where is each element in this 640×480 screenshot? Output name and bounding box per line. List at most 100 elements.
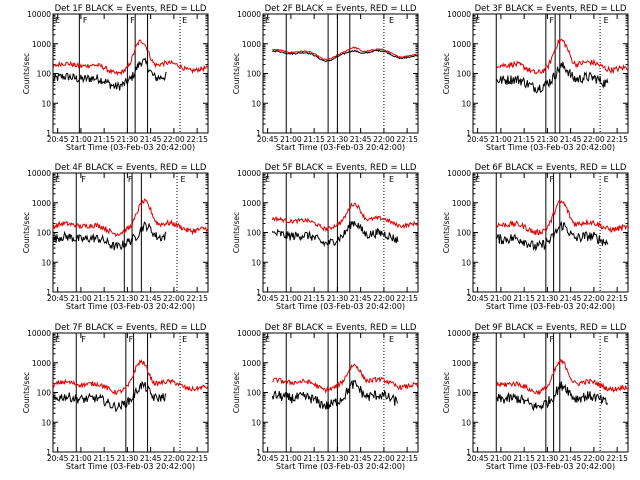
y-tick-label: 10 xyxy=(461,418,471,427)
panel-title: Det 5F BLACK = Events, RED = LLD xyxy=(265,163,417,173)
y-tick-label: 10 xyxy=(251,99,261,108)
x-tick-label: 21:45 xyxy=(350,454,372,463)
y-tick-label: 10000 xyxy=(27,169,51,178)
panel-title: Det 7F BLACK = Events, RED = LLD xyxy=(55,323,207,333)
x-tick-label: 21:00 xyxy=(70,294,92,303)
y-tick-label: 1000 xyxy=(452,40,471,49)
series-events-black xyxy=(271,379,399,410)
flag-F: F xyxy=(129,335,134,344)
y-axis-label: Counts/sec xyxy=(22,372,31,413)
flag-E: E xyxy=(181,175,186,184)
y-tick-label: 1 xyxy=(256,129,261,138)
y-axis-label: Counts/sec xyxy=(22,53,31,94)
y-tick-label: 10000 xyxy=(237,10,261,19)
y-tick-label: 10 xyxy=(41,99,51,108)
y-tick-label: 1 xyxy=(466,129,471,138)
panel-det-7: Det 7F BLACK = Events, RED = LLD 1 10 100 10… xyxy=(22,323,209,471)
x-tick-label: 21:00 xyxy=(490,135,512,144)
series-events-black xyxy=(496,220,609,252)
flag-E: E xyxy=(182,335,187,344)
y-tick-label: 100 xyxy=(457,70,472,79)
x-tick-label: 21:30 xyxy=(117,135,139,144)
x-tick-label: 21:15 xyxy=(513,454,535,463)
x-tick-label: 21:15 xyxy=(513,294,535,303)
flag-E: E xyxy=(265,335,270,344)
series-lld-red xyxy=(52,39,209,77)
series-events-black xyxy=(272,49,419,63)
y-axis-label: Counts/sec xyxy=(442,53,451,94)
flag-E: E xyxy=(604,16,609,25)
flag-E: E xyxy=(55,175,60,184)
x-tick-label: 21:00 xyxy=(70,135,92,144)
x-axis-label: Start Time (03-Feb-03 20:42:00) xyxy=(486,462,615,471)
panel-title: Det 6F BLACK = Events, RED = LLD xyxy=(475,163,627,173)
flag-E: E xyxy=(265,16,270,25)
y-tick-label: 10 xyxy=(461,258,471,267)
flag-E: E xyxy=(475,335,480,344)
y-tick-label: 100 xyxy=(247,70,262,79)
flag-E: E xyxy=(55,335,60,344)
flag-E: E xyxy=(182,16,187,25)
flag-F: F xyxy=(83,16,88,25)
x-axis-label: Start Time (03-Feb-03 20:42:00) xyxy=(486,302,615,311)
flag-E: E xyxy=(389,175,394,184)
y-tick-label: 1 xyxy=(256,288,261,297)
y-tick-label: 100 xyxy=(457,389,472,398)
y-tick-label: 1000 xyxy=(32,40,51,49)
panel-det-5: Det 5F BLACK = Events, RED = LLD 1 10 100 10… xyxy=(232,163,419,311)
plot-frame xyxy=(52,13,209,134)
series-lld-red xyxy=(271,46,419,61)
y-tick-label: 1000 xyxy=(32,199,51,208)
y-axis-label: Counts/sec xyxy=(232,212,241,253)
x-tick-label: 21:15 xyxy=(93,454,115,463)
y-tick-label: 1000 xyxy=(242,359,261,368)
panel-title: Det 3F BLACK = Events, RED = LLD xyxy=(475,4,627,14)
series-lld-red xyxy=(495,38,629,75)
x-tick-label: 21:00 xyxy=(70,454,92,463)
x-tick-label: 21:30 xyxy=(327,454,349,463)
x-tick-label: 22:15 xyxy=(606,135,628,144)
y-tick-label: 1 xyxy=(46,448,51,457)
x-tick-label: 21:30 xyxy=(537,454,559,463)
x-tick-label: 22:15 xyxy=(396,135,418,144)
x-tick-label: 21:15 xyxy=(93,294,115,303)
x-tick-label: 20:45 xyxy=(257,135,279,144)
y-tick-label: 10000 xyxy=(447,10,471,19)
x-tick-label: 21:30 xyxy=(327,294,349,303)
x-tick-label: 21:15 xyxy=(303,294,325,303)
x-tick-label: 22:15 xyxy=(186,294,208,303)
x-tick-label: 22:15 xyxy=(186,454,208,463)
y-tick-label: 100 xyxy=(247,389,262,398)
y-tick-label: 10000 xyxy=(237,329,261,338)
y-tick-label: 10000 xyxy=(27,329,51,338)
flag-F: F xyxy=(81,335,86,344)
y-tick-label: 1 xyxy=(466,448,471,457)
y-tick-label: 1000 xyxy=(32,359,51,368)
x-axis-label: Start Time (03-Feb-03 20:42:00) xyxy=(66,302,195,311)
flag-E: E xyxy=(389,16,394,25)
flag-E: E xyxy=(604,335,609,344)
x-tick-label: 21:45 xyxy=(560,135,582,144)
x-tick-label: 20:45 xyxy=(47,454,69,463)
y-tick-label: 10000 xyxy=(447,329,471,338)
x-tick-label: 21:00 xyxy=(280,454,302,463)
series-events-black xyxy=(52,221,167,251)
x-tick-label: 21:15 xyxy=(303,135,325,144)
y-tick-label: 100 xyxy=(37,70,52,79)
y-tick-label: 10000 xyxy=(237,169,261,178)
y-tick-label: 1000 xyxy=(452,359,471,368)
flag-E: E xyxy=(475,16,480,25)
panel-det-2: Det 2F BLACK = Events, RED = LLD 1 10 100 10… xyxy=(232,4,419,152)
x-tick-label: 22:00 xyxy=(373,454,395,463)
y-tick-label: 10 xyxy=(41,258,51,267)
x-tick-label: 21:30 xyxy=(117,294,139,303)
y-tick-label: 1 xyxy=(256,448,261,457)
flag-E: E xyxy=(389,335,394,344)
x-tick-label: 21:45 xyxy=(350,294,372,303)
y-tick-label: 10 xyxy=(251,258,261,267)
x-axis-label: Start Time (03-Feb-03 20:42:00) xyxy=(66,143,195,152)
y-tick-label: 1 xyxy=(46,129,51,138)
x-tick-label: 21:30 xyxy=(537,135,559,144)
y-axis-label: Counts/sec xyxy=(442,372,451,413)
